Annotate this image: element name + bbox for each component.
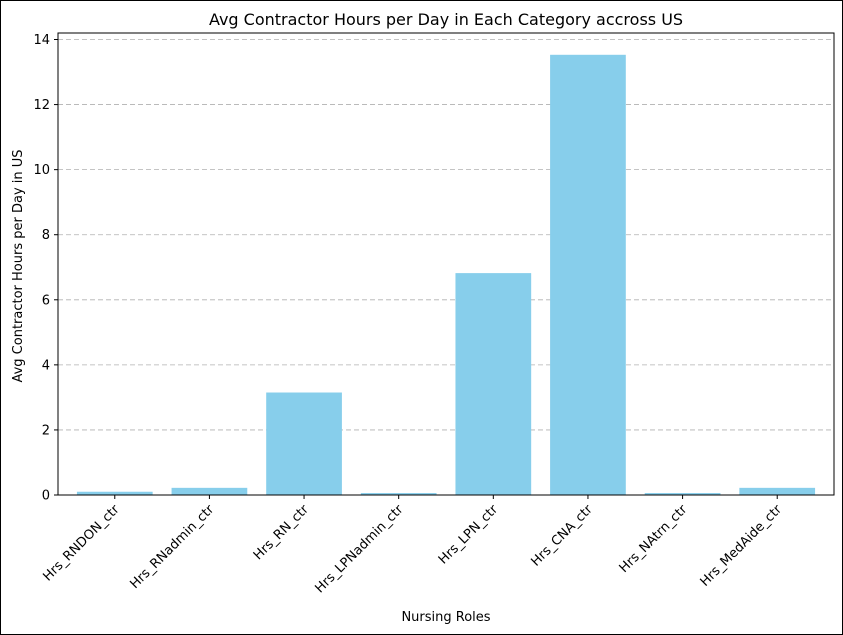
y-tick-label: 8: [42, 228, 50, 243]
x-tick-label: Hrs_LPN_ctr: [436, 502, 502, 568]
bar-hrs-rnadmin-ctr: [171, 487, 248, 495]
bar-hrs-rn-ctr: [266, 392, 342, 495]
y-tick-label: 12: [33, 98, 50, 113]
y-tick-label: 6: [42, 293, 50, 308]
x-tick-label: Hrs_RNDON_ctr: [40, 502, 123, 585]
x-axis-ticks: Hrs_RNDON_ctr Hrs_RNadmin_ctr Hrs_RN_ctr Hr…: [40, 495, 786, 597]
bar-hrs-lpn-ctr: [455, 273, 532, 495]
bars: [76, 54, 816, 496]
x-tick-label: Hrs_CNA_ctr: [528, 502, 596, 570]
x-tick-label: Hrs_MedAide_ctr: [698, 502, 786, 590]
y-tick-label: 14: [33, 33, 50, 48]
bar-hrs-rndon-ctr: [76, 491, 153, 495]
grid-lines: [58, 39, 834, 431]
bar-hrs-medaide-ctr: [739, 487, 816, 495]
plot-area-border: [57, 32, 835, 496]
y-tick-label: 10: [33, 163, 50, 178]
y-tick-label: 4: [42, 358, 50, 373]
bar-hrs-natrn-ctr: [644, 493, 721, 495]
y-axis-label: Avg Contractor Hours per Day in US: [11, 149, 26, 382]
chart-title: Avg Contractor Hours per Day in Each Cat…: [209, 10, 683, 29]
y-axis-ticks: 0 2 4 6 8 10 12 14: [33, 33, 58, 504]
x-tick-label: Hrs_RN_ctr: [251, 502, 312, 563]
x-tick-label: Hrs_LPNadmin_ctr: [312, 502, 407, 597]
bar-hrs-cna-ctr: [550, 54, 626, 496]
x-tick-label: Hrs_NAtrn_ctr: [617, 502, 691, 576]
y-tick-label: 0: [42, 489, 50, 504]
bar-hrs-lpnadmin-ctr: [360, 493, 437, 495]
y-tick-label: 2: [42, 423, 50, 438]
x-axis-label: Nursing Roles: [401, 610, 490, 625]
x-tick-label: Hrs_RNadmin_ctr: [127, 502, 217, 592]
